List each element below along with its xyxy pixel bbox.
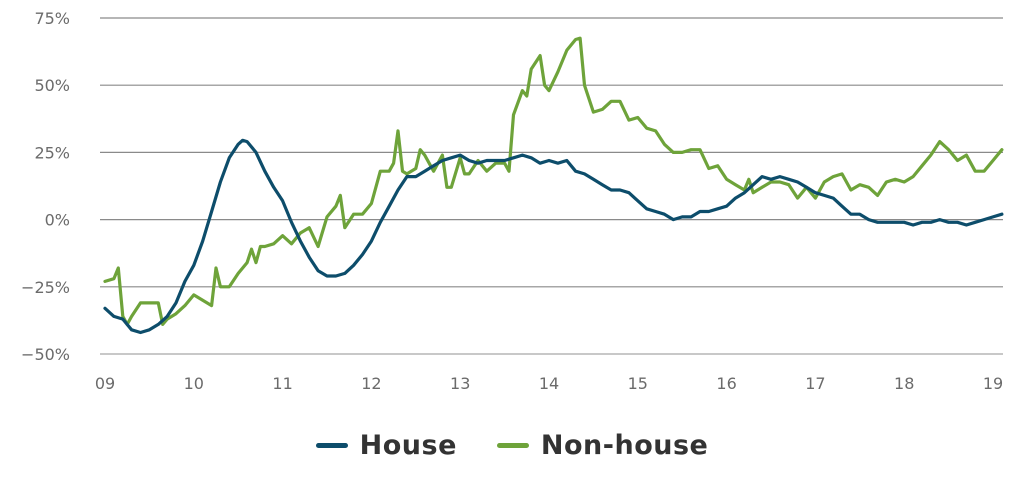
y-tick-label: 75% <box>34 9 70 28</box>
line-chart: 75% 50% 25% 0% −25% −50% 09 10 11 12 13 14 15 16 17 18… <box>21 9 1004 393</box>
chart-legend: House Non-house <box>0 430 1024 461</box>
y-tick-label: −25% <box>21 278 70 297</box>
legend-item-house: House <box>315 430 457 461</box>
x-tick-label: 09 <box>95 374 115 393</box>
y-tick-label: −50% <box>21 345 70 364</box>
x-tick-label: 18 <box>894 374 914 393</box>
legend-item-non-house: Non-house <box>496 430 709 461</box>
y-tick-label: 25% <box>34 143 70 162</box>
x-tick-label: 14 <box>539 374 559 393</box>
x-tick-label: 12 <box>361 374 381 393</box>
x-tick-label: 17 <box>805 374 825 393</box>
x-tick-label: 11 <box>272 374 292 393</box>
series-line-non-house <box>103 36 1004 326</box>
x-tick-label: 10 <box>184 374 204 393</box>
y-tick-label: 0% <box>45 211 70 230</box>
legend-swatch-house <box>315 443 348 448</box>
x-tick-label: 13 <box>450 374 470 393</box>
series-lines <box>103 36 1004 335</box>
series-line-house <box>103 138 1004 335</box>
x-tick-label: 19 <box>983 374 1003 393</box>
y-axis-tick-labels: 75% 50% 25% 0% −25% −50% <box>21 9 70 364</box>
y-tick-label: 50% <box>34 76 70 95</box>
legend-label-house: House <box>359 430 457 461</box>
x-tick-label: 15 <box>628 374 648 393</box>
legend-label-non-house: Non-house <box>540 430 709 461</box>
x-tick-label: 16 <box>716 374 736 393</box>
grid-lines <box>100 17 1003 355</box>
x-axis-tick-labels: 09 10 11 12 13 14 15 16 17 18 19 <box>95 374 1003 393</box>
legend-swatch-non-house <box>496 443 529 448</box>
